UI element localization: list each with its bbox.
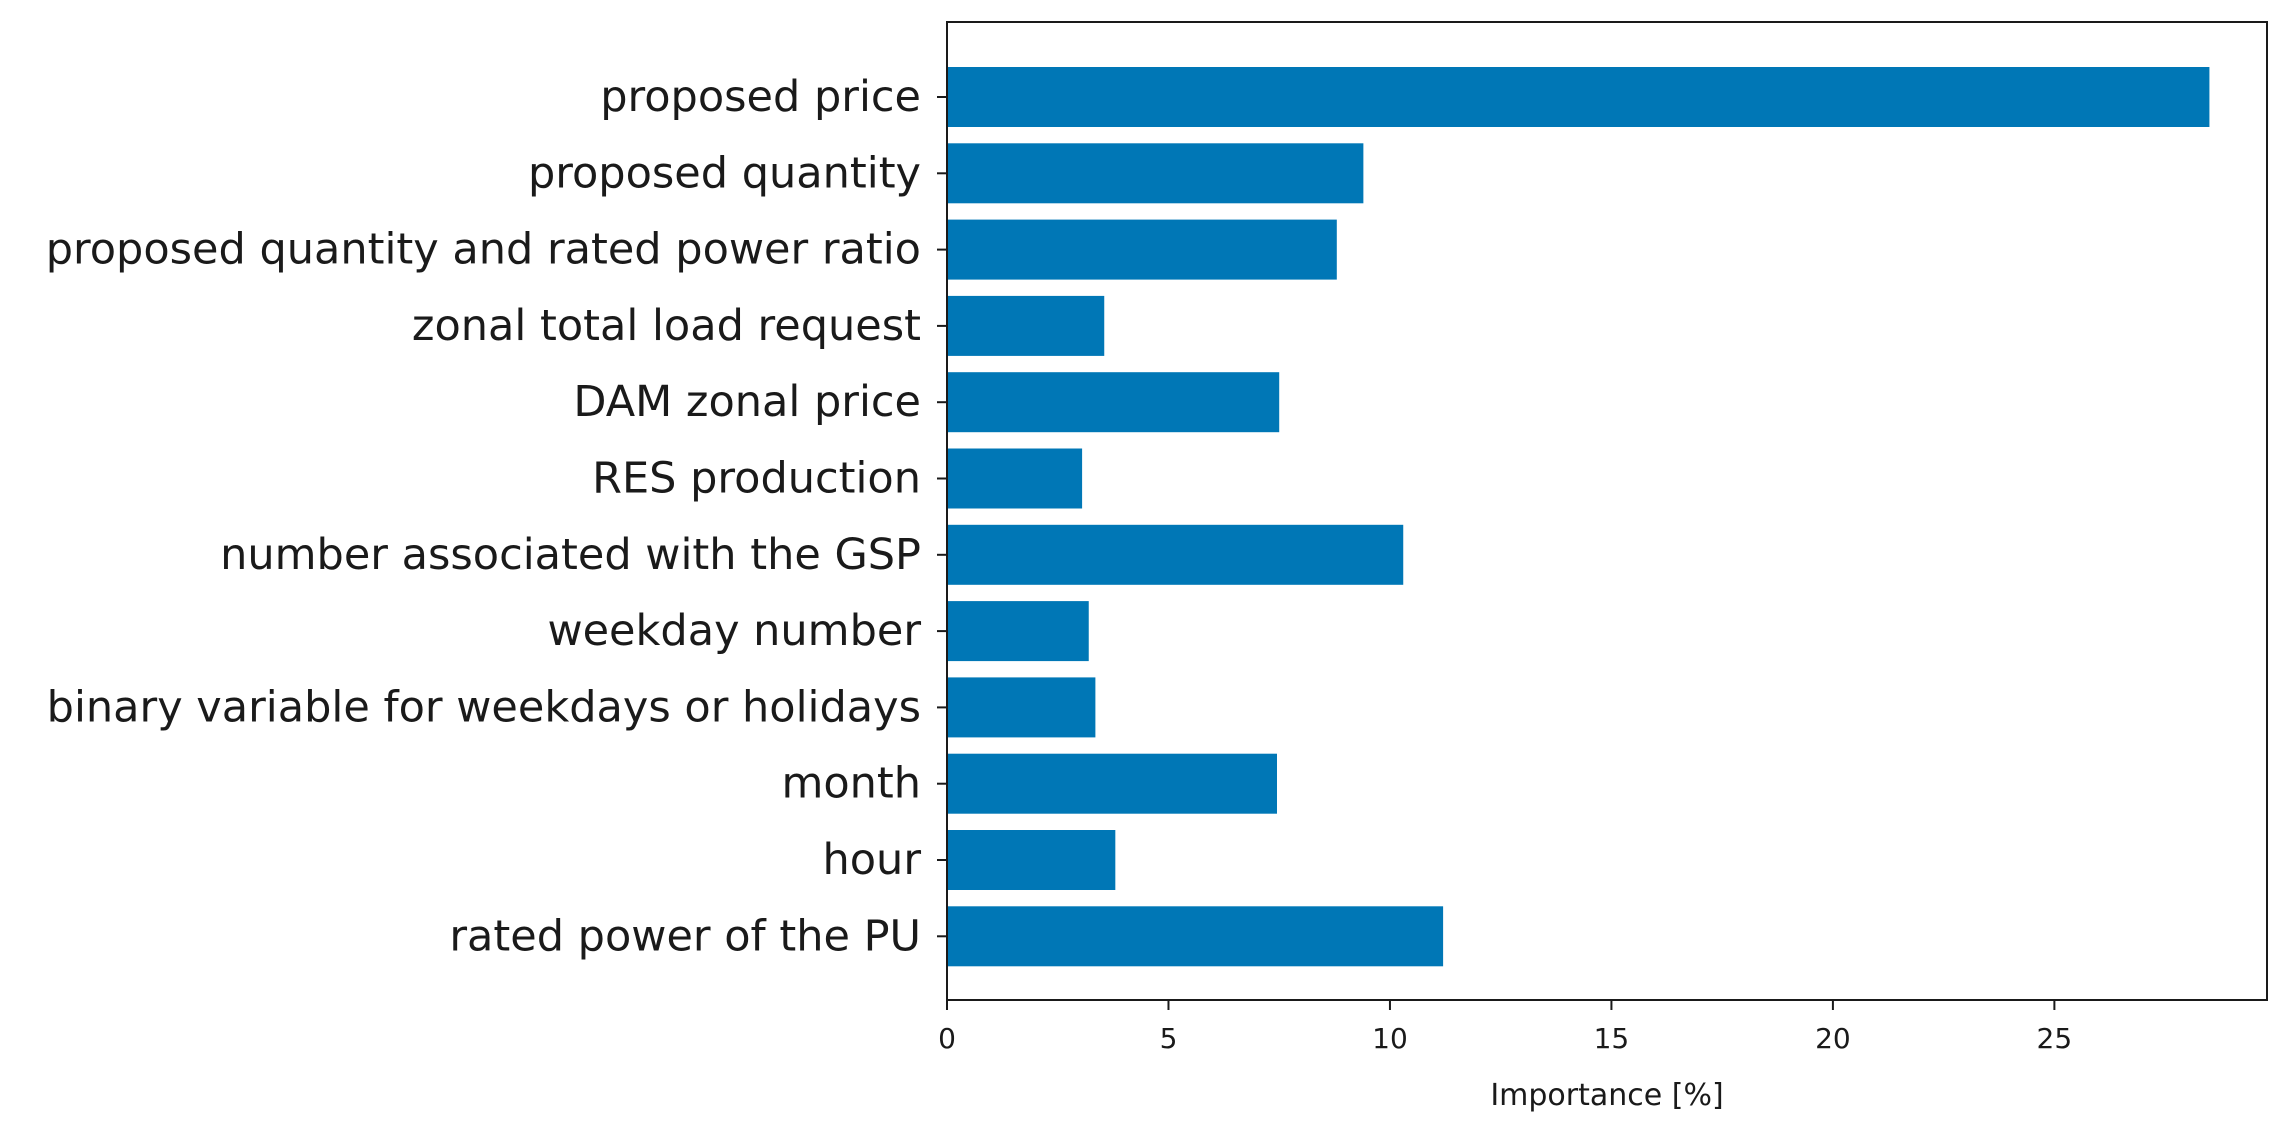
category-label: hour	[823, 835, 922, 885]
category-label: RES production	[592, 454, 921, 504]
category-label: zonal total load request	[412, 301, 921, 351]
bar-2	[947, 219, 1337, 280]
category-label: proposed quantity	[528, 148, 921, 198]
bar-6	[947, 524, 1404, 585]
x-tick-label: 0	[938, 1022, 956, 1055]
x-tick-label: 10	[1372, 1022, 1408, 1055]
category-label: binary variable for weekdays or holidays	[47, 682, 921, 732]
bar-7	[947, 601, 1089, 662]
bar-1	[947, 143, 1364, 204]
bars-group	[947, 67, 2210, 967]
x-tick-label: 15	[1594, 1022, 1630, 1055]
bar-10	[947, 830, 1116, 890]
x-tick-label: 25	[2037, 1022, 2073, 1055]
category-label: DAM zonal price	[573, 377, 921, 427]
category-label: rated power of the PU	[449, 911, 921, 961]
y-axis-labels: proposed price proposed quantity proposed …	[46, 72, 947, 961]
bar-3	[947, 295, 1105, 356]
bar-4	[947, 372, 1280, 433]
category-label: number associated with the GSP	[220, 530, 921, 580]
bar-9	[947, 753, 1277, 814]
plot-frame	[946, 21, 2268, 1001]
category-label: proposed quantity and rated power ratio	[46, 225, 921, 275]
category-label: proposed price	[600, 72, 921, 122]
category-label: weekday number	[547, 606, 921, 656]
bar-5	[947, 448, 1083, 509]
x-axis-title: Importance [%]	[1490, 1078, 1723, 1113]
category-label: month	[781, 759, 921, 809]
bar-11	[947, 906, 1444, 967]
x-tick-label: 5	[1160, 1022, 1178, 1055]
bar-0	[947, 67, 2210, 127]
x-tick-label: 20	[1815, 1022, 1851, 1055]
x-axis-ticks: 0 5 10 15 20 25	[938, 1000, 2072, 1055]
bar-8	[947, 677, 1096, 738]
